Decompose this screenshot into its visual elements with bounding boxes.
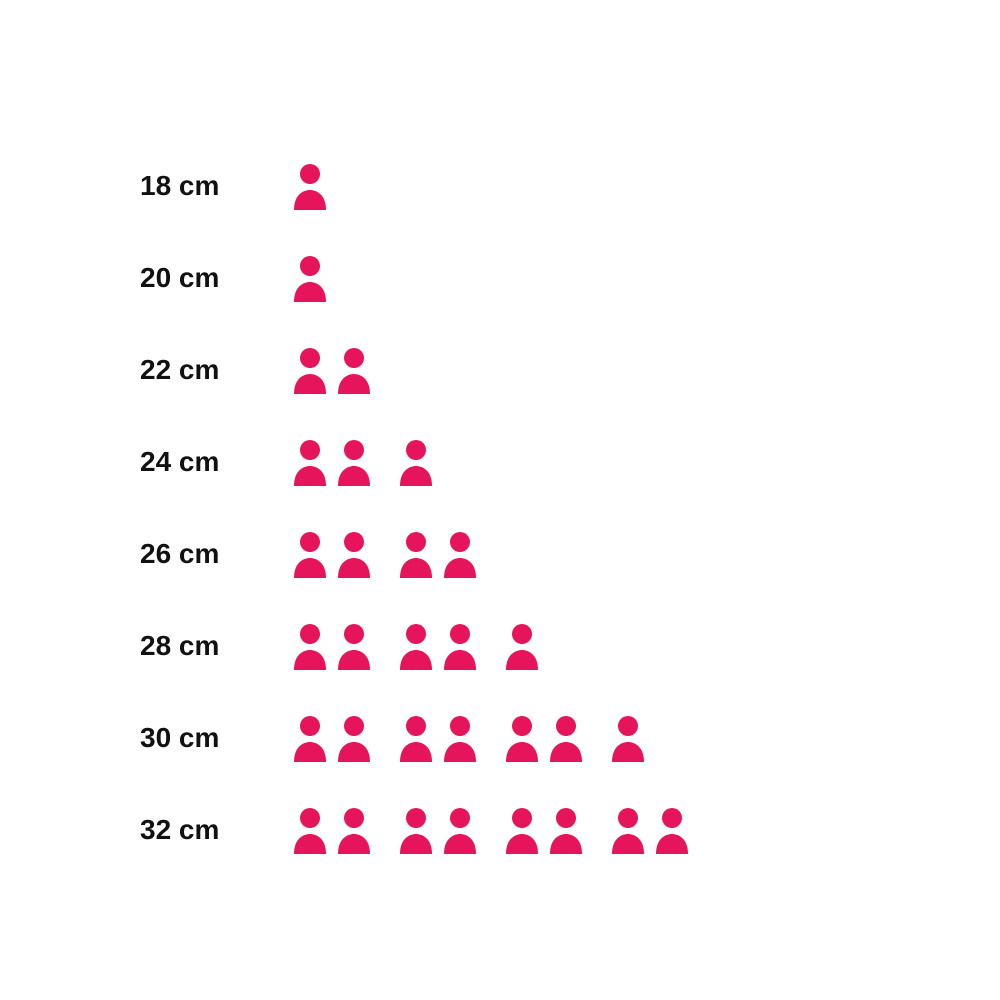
icon-pair bbox=[502, 806, 590, 854]
icon-pair bbox=[396, 806, 484, 854]
person-icon bbox=[652, 806, 692, 854]
pictogram-chart: 18 cm 20 cm 22 cm 24 cm 26 cm 28 cm bbox=[140, 140, 696, 876]
person-icon bbox=[290, 806, 330, 854]
person-icon bbox=[334, 622, 374, 670]
person-icon bbox=[396, 714, 436, 762]
row-label: 28 cm bbox=[140, 630, 290, 662]
person-icon bbox=[334, 530, 374, 578]
person-icon bbox=[502, 806, 542, 854]
row-icons bbox=[290, 346, 378, 394]
row-icons bbox=[290, 714, 652, 762]
person-icon bbox=[440, 622, 480, 670]
icon-pair bbox=[290, 254, 334, 302]
person-icon bbox=[502, 622, 542, 670]
person-icon bbox=[290, 714, 330, 762]
pictogram-row: 26 cm bbox=[140, 508, 696, 600]
person-icon bbox=[290, 622, 330, 670]
person-icon bbox=[290, 346, 330, 394]
icon-pair bbox=[396, 622, 484, 670]
row-label: 22 cm bbox=[140, 354, 290, 386]
icon-pair bbox=[502, 622, 546, 670]
person-icon bbox=[546, 806, 586, 854]
pictogram-row: 22 cm bbox=[140, 324, 696, 416]
pictogram-row: 32 cm bbox=[140, 784, 696, 876]
row-label: 24 cm bbox=[140, 446, 290, 478]
person-icon bbox=[396, 530, 436, 578]
pictogram-row: 24 cm bbox=[140, 416, 696, 508]
person-icon bbox=[440, 806, 480, 854]
row-label: 20 cm bbox=[140, 262, 290, 294]
person-icon bbox=[440, 530, 480, 578]
person-icon bbox=[334, 346, 374, 394]
person-icon bbox=[608, 714, 648, 762]
icon-pair bbox=[290, 438, 378, 486]
icon-pair bbox=[396, 714, 484, 762]
person-icon bbox=[290, 530, 330, 578]
person-icon bbox=[290, 438, 330, 486]
person-icon bbox=[546, 714, 586, 762]
person-icon bbox=[608, 806, 648, 854]
person-icon bbox=[334, 714, 374, 762]
person-icon bbox=[396, 622, 436, 670]
person-icon bbox=[396, 806, 436, 854]
icon-pair bbox=[290, 622, 378, 670]
pictogram-row: 20 cm bbox=[140, 232, 696, 324]
person-icon bbox=[290, 254, 330, 302]
icon-pair bbox=[396, 530, 484, 578]
person-icon bbox=[334, 438, 374, 486]
icon-pair bbox=[396, 438, 440, 486]
pictogram-row: 28 cm bbox=[140, 600, 696, 692]
icon-pair bbox=[608, 714, 652, 762]
person-icon bbox=[334, 806, 374, 854]
person-icon bbox=[440, 714, 480, 762]
person-icon bbox=[396, 438, 436, 486]
row-label: 26 cm bbox=[140, 538, 290, 570]
icon-pair bbox=[502, 714, 590, 762]
row-label: 30 cm bbox=[140, 722, 290, 754]
icon-pair bbox=[290, 162, 334, 210]
row-icons bbox=[290, 162, 334, 210]
pictogram-row: 30 cm bbox=[140, 692, 696, 784]
pictogram-row: 18 cm bbox=[140, 140, 696, 232]
icon-pair bbox=[290, 714, 378, 762]
icon-pair bbox=[290, 530, 378, 578]
row-icons bbox=[290, 530, 484, 578]
row-icons bbox=[290, 438, 440, 486]
row-label: 32 cm bbox=[140, 814, 290, 846]
row-label: 18 cm bbox=[140, 170, 290, 202]
icon-pair bbox=[608, 806, 696, 854]
icon-pair bbox=[290, 806, 378, 854]
row-icons bbox=[290, 622, 546, 670]
icon-pair bbox=[290, 346, 378, 394]
person-icon bbox=[502, 714, 542, 762]
row-icons bbox=[290, 806, 696, 854]
person-icon bbox=[290, 162, 330, 210]
row-icons bbox=[290, 254, 334, 302]
